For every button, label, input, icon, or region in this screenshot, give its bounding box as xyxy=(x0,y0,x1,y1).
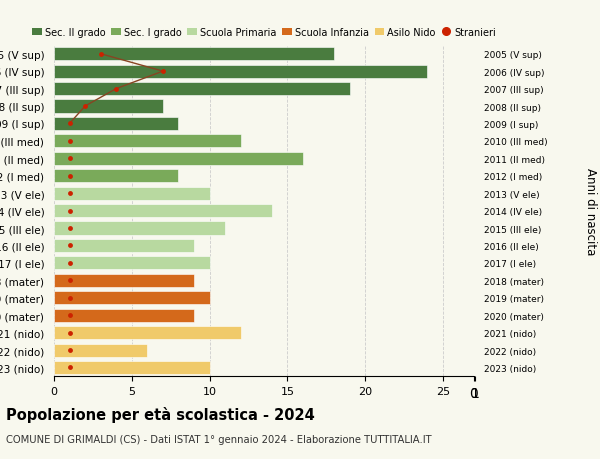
Text: Anni di nascita: Anni di nascita xyxy=(584,168,597,255)
Bar xyxy=(54,361,209,374)
Bar xyxy=(54,344,148,357)
Bar xyxy=(54,66,427,78)
Bar xyxy=(54,135,241,148)
Bar xyxy=(54,118,178,131)
Bar xyxy=(54,291,209,305)
Bar xyxy=(54,257,209,270)
Bar xyxy=(54,100,163,113)
Bar xyxy=(54,205,272,218)
Bar xyxy=(54,240,194,252)
Bar xyxy=(54,152,303,166)
Bar xyxy=(54,48,334,61)
Text: Popolazione per età scolastica - 2024: Popolazione per età scolastica - 2024 xyxy=(6,406,315,422)
Bar xyxy=(54,170,178,183)
Bar xyxy=(54,326,241,339)
Bar xyxy=(54,222,225,235)
Bar xyxy=(54,274,194,287)
Bar xyxy=(54,83,350,96)
Legend: Sec. II grado, Sec. I grado, Scuola Primaria, Scuola Infanzia, Asilo Nido, Stran: Sec. II grado, Sec. I grado, Scuola Prim… xyxy=(32,28,496,38)
Bar xyxy=(54,187,209,200)
Bar xyxy=(54,309,194,322)
Text: COMUNE DI GRIMALDI (CS) - Dati ISTAT 1° gennaio 2024 - Elaborazione TUTTITALIA.I: COMUNE DI GRIMALDI (CS) - Dati ISTAT 1° … xyxy=(6,434,431,444)
